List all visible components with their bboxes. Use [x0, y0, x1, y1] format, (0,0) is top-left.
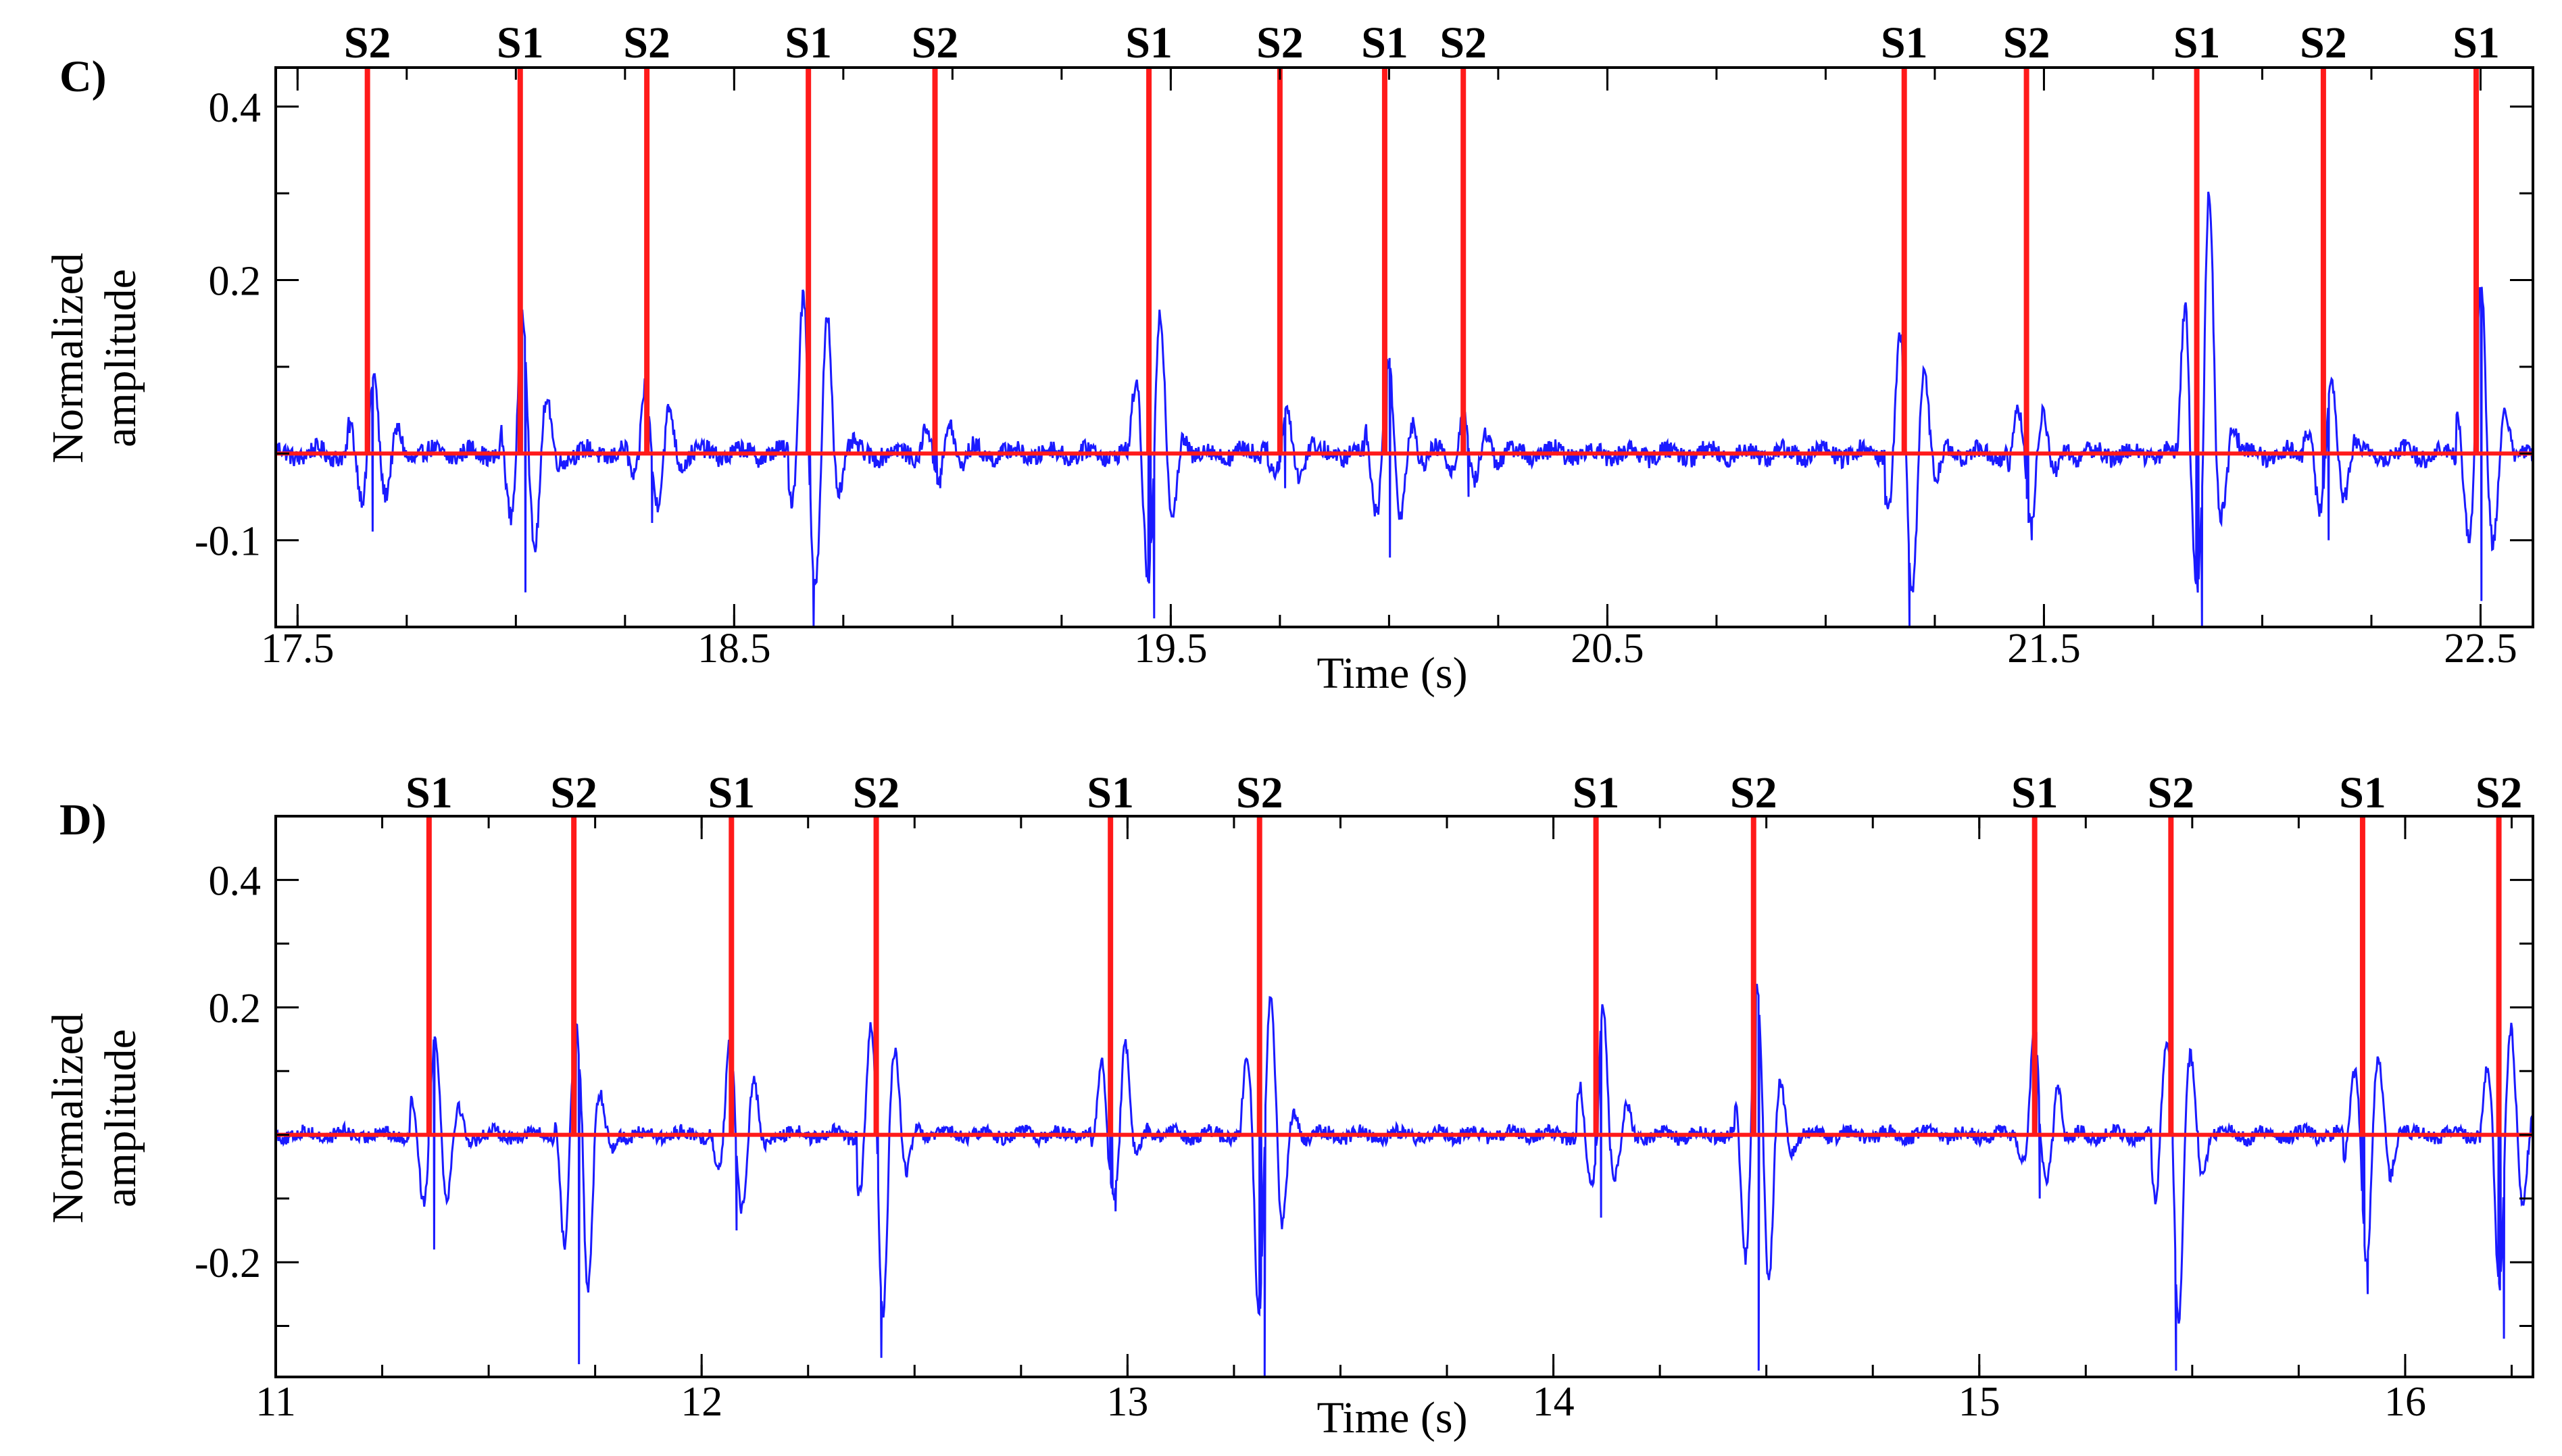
event-label-s2: S2	[912, 18, 959, 68]
event-label-s2: S2	[1439, 18, 1487, 68]
y-tick-label: -0.2	[195, 1240, 261, 1286]
panel-c: C) Normalized amplitude Time (s) S2 S1 S2 S…	[43, 18, 2534, 698]
plot-marks: S1 S2 S1 S2 S1 S2 S1 S2 S1 S2 S1 S2 11 12 13 14 15 16 0.4 0…	[195, 768, 2534, 1425]
event-label-s2: S2	[344, 18, 391, 68]
event-label-s1: S1	[2173, 18, 2221, 68]
event-label-s2: S2	[853, 768, 900, 818]
event-label-s1: S1	[2453, 18, 2500, 68]
x-axis-title: Time (s)	[1316, 1393, 1467, 1442]
x-tick-label: 15	[1959, 1379, 2000, 1425]
x-tick-label: 11	[255, 1379, 296, 1425]
x-tick-label: 20.5	[1571, 626, 1644, 672]
event-label-s1: S1	[2011, 768, 2059, 818]
event-label-s2: S2	[2475, 768, 2523, 818]
y-tick-label: 0.4	[209, 858, 262, 904]
event-label-s1: S1	[785, 18, 832, 68]
plot-marks: S2 S1 S2 S1 S2 S1 S2 S1 S2 S1 S2 S1 S2 S1 17.5 18.5 19.5…	[195, 18, 2534, 672]
event-label-s1: S1	[1125, 18, 1173, 68]
event-label-s1: S1	[708, 768, 755, 818]
event-label-s1: S1	[2339, 768, 2386, 818]
event-label-s1: S1	[1881, 18, 1928, 68]
panel-d: D) Normalized amplitude Time (s) S1 S2 S1 S…	[43, 768, 2534, 1442]
x-tick-label: 22.5	[2444, 626, 2517, 672]
event-label-s1: S1	[405, 768, 453, 818]
event-label-s2: S2	[550, 768, 597, 818]
x-axis-title: Time (s)	[1316, 649, 1467, 698]
x-tick-label: 18.5	[697, 626, 771, 672]
plot-frame	[274, 66, 2534, 628]
event-label-s2: S2	[623, 18, 670, 68]
y-tick-label: 0.2	[209, 986, 262, 1032]
event-label-s2: S2	[2147, 768, 2194, 818]
y-tick-label: -0.1	[195, 519, 261, 565]
plot-frame	[274, 815, 2534, 1378]
y-axis-title-line-2: amplitude	[96, 269, 145, 447]
x-tick-label: 17.5	[261, 626, 335, 672]
y-axis-title-line-1: Normalized	[43, 1013, 93, 1224]
x-tick-label: 16	[2384, 1379, 2426, 1425]
event-label-s1: S1	[1573, 768, 1620, 818]
y-axis-title-line-1: Normalized	[43, 253, 93, 463]
event-label-s1: S1	[1361, 18, 1408, 68]
panel-label: D)	[59, 795, 107, 845]
event-label-s1: S1	[1087, 768, 1134, 818]
x-tick-label: 13	[1106, 1379, 1148, 1425]
event-label-s2: S2	[1256, 18, 1304, 68]
x-tick-label: 19.5	[1134, 626, 1208, 672]
y-tick-label: 0.4	[209, 85, 262, 131]
x-tick-label: 21.5	[2007, 626, 2081, 672]
y-axis-title-line-2: amplitude	[96, 1029, 145, 1207]
event-label-s2: S2	[2003, 18, 2050, 68]
event-label-s2: S2	[1236, 768, 1283, 818]
event-label-s2: S2	[2300, 18, 2347, 68]
x-tick-label: 14	[1533, 1379, 1575, 1425]
x-tick-label: 12	[681, 1379, 722, 1425]
event-label-s1: S1	[497, 18, 544, 68]
panel-label: C)	[59, 52, 107, 101]
event-label-s2: S2	[1730, 768, 1777, 818]
signal-series	[274, 943, 2534, 1378]
y-tick-label: 0.2	[209, 259, 262, 305]
